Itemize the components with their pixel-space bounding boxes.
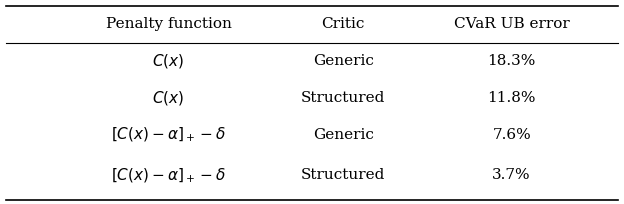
Text: $[C(x) - \alpha]_+ - \delta$: $[C(x) - \alpha]_+ - \delta$ [111,166,226,185]
Text: $C(x)$: $C(x)$ [152,89,185,107]
Text: Penalty function: Penalty function [105,18,232,31]
Text: 18.3%: 18.3% [487,54,536,68]
Text: $[C(x) - \alpha]_+ - \delta$: $[C(x) - \alpha]_+ - \delta$ [111,125,226,144]
Text: CVaR UB error: CVaR UB error [454,18,570,31]
Text: Structured: Structured [301,169,386,182]
Text: $C(x)$: $C(x)$ [152,52,185,70]
Text: Generic: Generic [313,54,374,68]
Text: Generic: Generic [313,128,374,142]
Text: Structured: Structured [301,91,386,105]
Text: Critic: Critic [321,18,365,31]
Text: 11.8%: 11.8% [487,91,536,105]
Text: 7.6%: 7.6% [492,128,531,142]
Text: 3.7%: 3.7% [492,169,531,182]
